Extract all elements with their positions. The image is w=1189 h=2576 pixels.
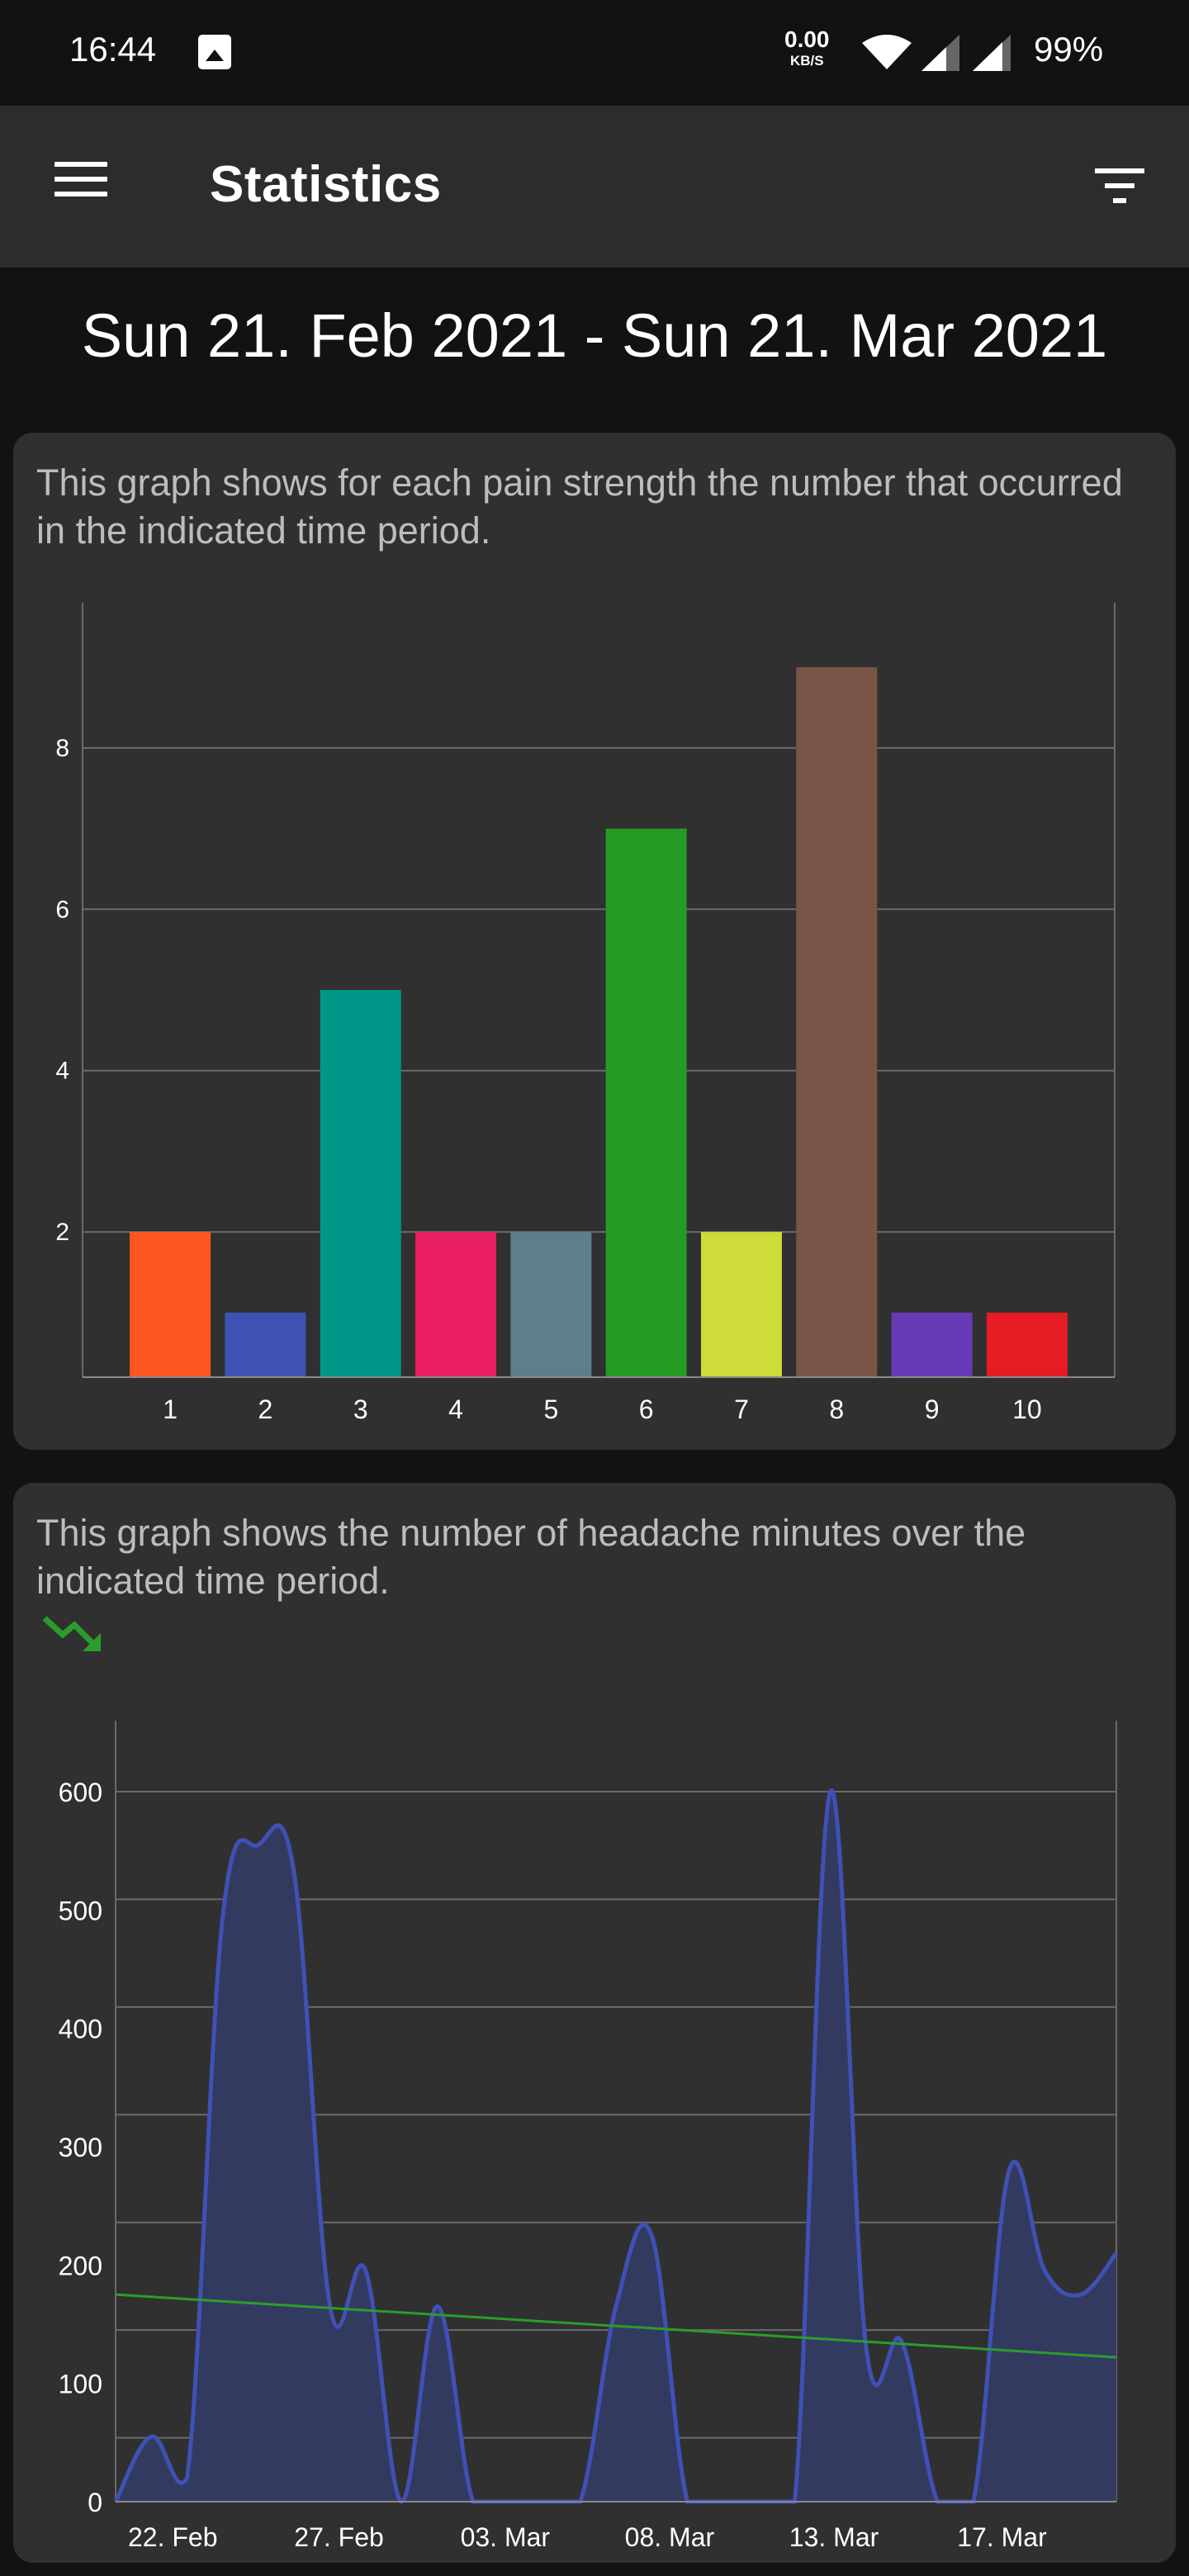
page-title: Statistics xyxy=(210,156,442,213)
y-tick-label: 4 xyxy=(55,1058,69,1085)
hamburger-icon xyxy=(54,162,107,167)
date-range-heading: Sun 21. Feb 2021 - Sun 21. Mar 2021 xyxy=(81,301,1108,370)
image-notification-icon xyxy=(198,35,231,69)
area-fill xyxy=(116,1790,1116,2502)
filter-icon-line xyxy=(1105,183,1135,188)
network-speed: 0.00 KB/S xyxy=(784,26,830,69)
bar-6 xyxy=(605,828,687,1377)
bar-3 xyxy=(320,990,401,1377)
x-tick-label: 6 xyxy=(639,1395,654,1424)
bar-2 xyxy=(225,1312,306,1377)
pain-strength-bar-chart: 2 4 6 8 1 2 3 4 5 6 7 8 9 10 xyxy=(55,603,1116,1424)
x-tick-label: 9 xyxy=(925,1395,940,1424)
bar-5 xyxy=(510,1232,592,1377)
x-tick-label: 5 xyxy=(543,1395,558,1424)
x-tick-label: 13. Mar xyxy=(789,2522,879,2552)
hamburger-icon-line xyxy=(54,192,107,197)
headache-minutes-card: This graph shows the number of headache … xyxy=(13,1483,1176,2563)
bar-1 xyxy=(130,1232,211,1377)
y-tick-label: 2 xyxy=(55,1219,69,1246)
x-tick-label: 8 xyxy=(829,1395,844,1424)
network-speed-unit: KB/S xyxy=(789,53,824,69)
status-time: 16:44 xyxy=(69,30,157,69)
trending-down-icon xyxy=(42,1616,101,1651)
y-tick-label: 8 xyxy=(55,735,69,762)
x-tick-label: 2 xyxy=(258,1395,273,1424)
trend-line xyxy=(115,2293,1117,2359)
y-tick-label: 400 xyxy=(59,2015,102,2044)
bar-8 xyxy=(796,667,878,1377)
y-tick-label: 200 xyxy=(59,2251,102,2280)
card-description: This graph shows the number of headache … xyxy=(36,1512,1026,1602)
card-description: This graph shows for each pain strength … xyxy=(36,462,1123,552)
battery-level: 99% xyxy=(1034,30,1104,69)
x-tick-label: 03. Mar xyxy=(461,2522,551,2552)
filter-button[interactable] xyxy=(1087,162,1153,211)
y-tick-label: 300 xyxy=(59,2133,102,2162)
x-tick-label: 17. Mar xyxy=(957,2522,1047,2552)
signal-icon-2 xyxy=(973,35,1011,71)
signal-icon xyxy=(921,35,959,71)
y-tick-label: 100 xyxy=(59,2370,102,2399)
x-tick-label: 4 xyxy=(448,1395,463,1424)
x-tick-label: 22. Feb xyxy=(128,2522,218,2552)
bar-4 xyxy=(415,1232,497,1377)
x-tick-label: 1 xyxy=(163,1395,178,1424)
app-bar: Statistics xyxy=(0,106,1189,268)
bar-7 xyxy=(700,1232,782,1377)
x-tick-label: 3 xyxy=(353,1395,368,1424)
x-tick-label: 7 xyxy=(734,1395,749,1424)
headache-minutes-area-chart: 0 100 200 300 400 500 600 22. Feb 27. Feb 03. Mar… xyxy=(59,1721,1118,2552)
filter-icon xyxy=(1095,168,1144,173)
y-tick-label: 0 xyxy=(88,2488,102,2517)
x-tick-label: 10 xyxy=(1012,1395,1042,1424)
status-bar: 16:44 0.00 KB/S 99% xyxy=(0,0,1189,106)
y-tick-label: 6 xyxy=(55,896,69,923)
x-tick-label: 27. Feb xyxy=(294,2522,384,2552)
wifi-icon xyxy=(862,35,912,69)
bar-9 xyxy=(891,1312,973,1377)
network-speed-value: 0.00 xyxy=(784,26,830,52)
bar-10 xyxy=(986,1312,1068,1377)
y-tick-label: 600 xyxy=(59,1778,102,1807)
filter-icon-line xyxy=(1113,198,1126,203)
hamburger-icon-line xyxy=(54,177,107,182)
y-tick-label: 500 xyxy=(59,1896,102,1925)
x-tick-label: 08. Mar xyxy=(625,2522,715,2552)
menu-button[interactable] xyxy=(46,155,112,213)
pain-strength-card: This graph shows for each pain strength … xyxy=(13,433,1176,1450)
